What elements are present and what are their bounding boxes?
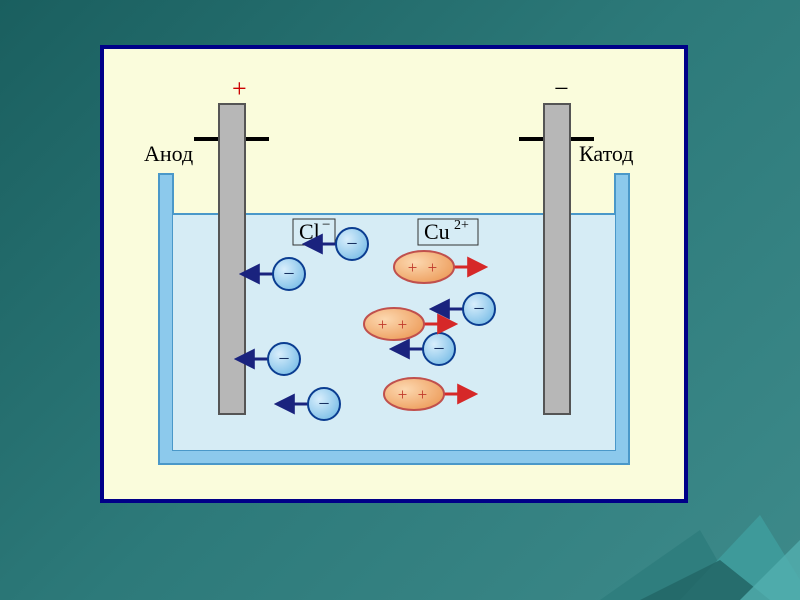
- svg-text:−: −: [283, 263, 294, 285]
- chloride-label: Cl: [299, 219, 320, 244]
- svg-text:−: −: [433, 338, 444, 360]
- cathode-sign: −: [554, 74, 569, 103]
- electrolysis-diagram: + − Анод Катод Cl −: [100, 45, 688, 503]
- slide: + − Анод Катод Cl −: [0, 0, 800, 600]
- cathode-electrode: [544, 104, 570, 414]
- copper-label: Cu: [424, 219, 450, 244]
- cathode-label: Катод: [579, 141, 633, 166]
- svg-text:−: −: [346, 233, 357, 255]
- svg-text:+ +: + +: [408, 258, 440, 277]
- svg-text:+ +: + +: [378, 315, 410, 334]
- diagram-svg: + − Анод Катод Cl −: [104, 49, 684, 499]
- anode-sign: +: [232, 74, 247, 103]
- svg-text:−: −: [278, 348, 289, 370]
- corner-decoration: [540, 460, 800, 600]
- svg-text:−: −: [473, 298, 484, 320]
- svg-text:−: −: [318, 393, 329, 415]
- anode-label: Анод: [144, 141, 193, 166]
- svg-text:+ +: + +: [398, 385, 430, 404]
- copper-sup: 2+: [454, 218, 469, 233]
- anode-electrode: [219, 104, 245, 414]
